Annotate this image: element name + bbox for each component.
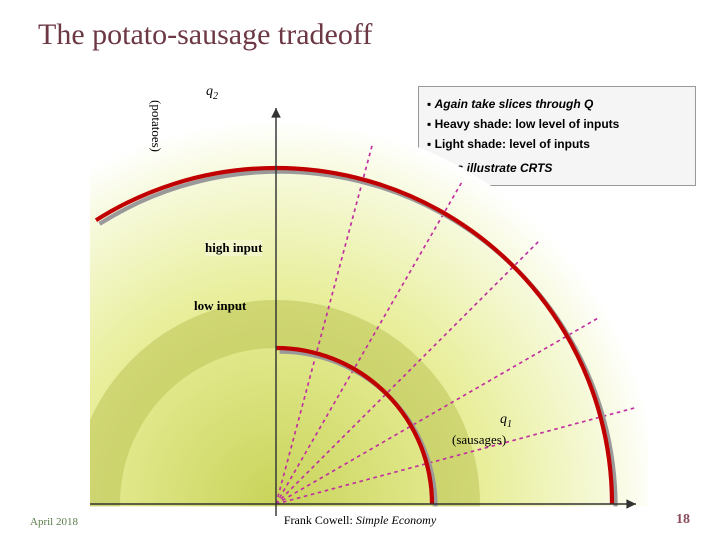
- low-input-label: low input: [194, 298, 246, 314]
- page-number: 18: [676, 512, 690, 528]
- q2-label: q2: [206, 84, 218, 102]
- high-input-label: high input: [205, 240, 262, 256]
- y-axis-arrow: [271, 108, 281, 118]
- y-axis-label: (potatoes): [148, 100, 164, 152]
- footer-attribution: Frank Cowell: Simple Economy: [0, 513, 720, 528]
- tradeoff-diagram: [0, 0, 720, 540]
- q1-label: q1: [500, 412, 512, 430]
- x-axis-label: (sausages): [452, 432, 506, 448]
